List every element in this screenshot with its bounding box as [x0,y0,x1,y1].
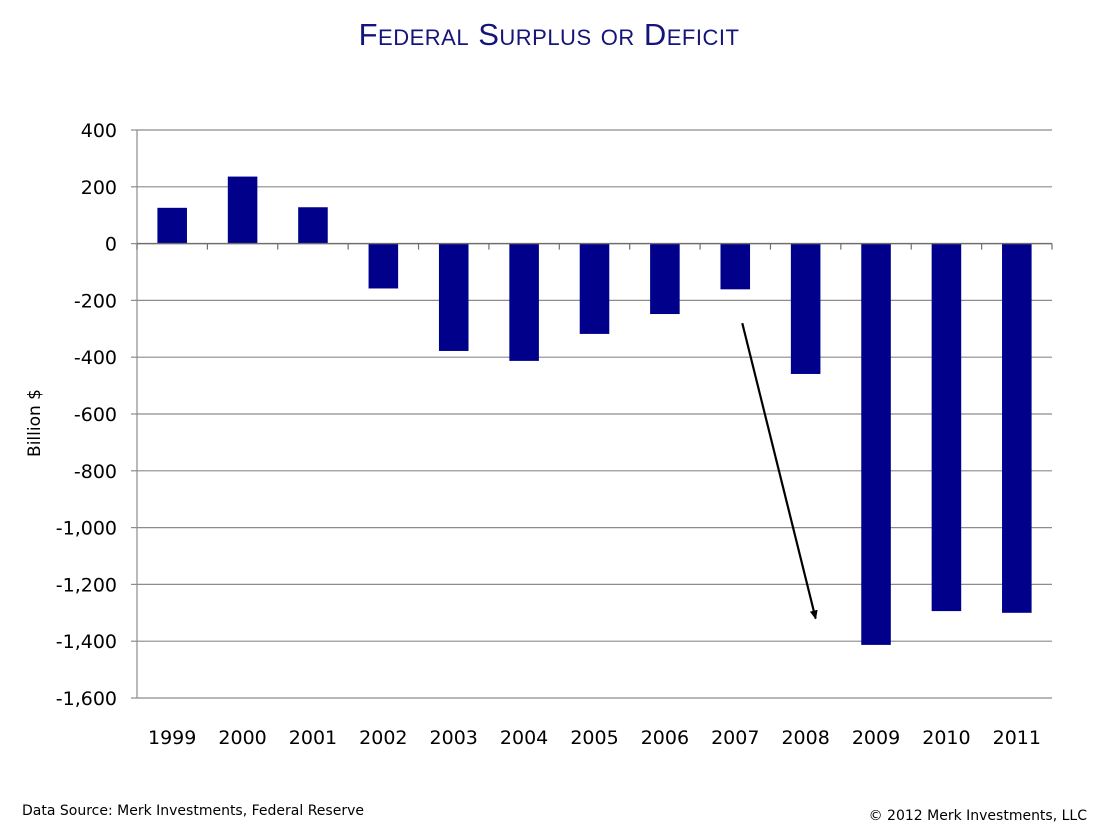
y-tick-labels: 400 200 0 -200 -400 -600 -800 -1,000 -1,200 -1,40… [56,120,117,710]
y-tick-label: -1,400 [56,631,117,653]
chart-title: Federal Surplus or Deficit [359,17,740,52]
y-tick-label: -600 [74,404,117,426]
x-tick-label: 2005 [570,727,618,749]
y-tick-label: -400 [74,347,117,369]
bar-2006 [650,243,680,315]
x-tick-label: 2010 [922,727,970,749]
x-tick-label: 1999 [148,727,196,749]
x-tick-label: 2009 [852,727,900,749]
annotations [741,322,818,620]
x-tick-label: 2007 [711,727,759,749]
data-source-note: Data Source: Merk Investments, Federal R… [22,803,364,819]
x-tick-label: 2001 [289,727,337,749]
bar-2011 [1002,243,1032,613]
y-axis-label: Billion $ [25,389,45,457]
trend-arrow [741,322,818,620]
bar-2007 [720,243,751,290]
y-tick-label: -200 [74,290,117,312]
y-tick-label: 200 [81,177,117,199]
y-tick-label: -1,600 [56,688,117,710]
y-tick-label: -1,200 [56,574,117,596]
y-tick-label: -1,000 [56,518,117,540]
x-tick-label: 2011 [993,727,1041,749]
x-tick-label: 2002 [359,727,407,749]
y-tick-label: -800 [74,461,117,483]
gridlines [137,129,1052,699]
bar-2009 [861,243,891,645]
x-tick-label: 2004 [500,727,548,749]
x-tick-label: 2000 [218,727,266,749]
bar-2010 [931,243,962,612]
bar-1999 [157,207,187,244]
bars [157,176,1032,645]
bar-2001 [298,207,328,244]
x-tick-labels: 1999 2000 2001 2002 2003 2004 2005 2006 2007 2008… [148,727,1041,749]
copyright-note: © 2012 Merk Investments, LLC [868,808,1087,824]
bar-2008 [790,243,821,374]
x-tick-label: 2003 [430,727,478,749]
axes [131,129,1053,699]
bar-2000 [227,176,258,244]
bar-2002 [368,243,399,289]
x-tick-label: 2006 [641,727,689,749]
y-tick-label: 400 [81,120,117,142]
x-tick-label: 2008 [781,727,829,749]
y-tick-label: 0 [105,234,117,256]
bar-2005 [579,243,610,334]
bar-2004 [509,243,539,361]
bar-2003 [438,243,469,351]
